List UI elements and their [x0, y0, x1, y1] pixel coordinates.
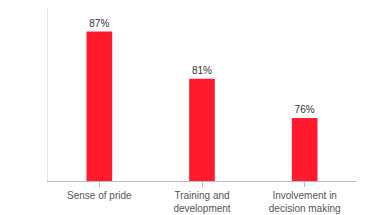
svg-text:Involvement indecision making: Involvement indecision making	[269, 190, 341, 214]
svg-text:Training anddevelopment: Training anddevelopment	[173, 190, 230, 214]
svg-text:81%: 81%	[192, 65, 212, 76]
svg-text:76%: 76%	[295, 104, 315, 115]
svg-text:Sense of pride: Sense of pride	[67, 190, 132, 201]
svg-text:87%: 87%	[89, 18, 109, 29]
